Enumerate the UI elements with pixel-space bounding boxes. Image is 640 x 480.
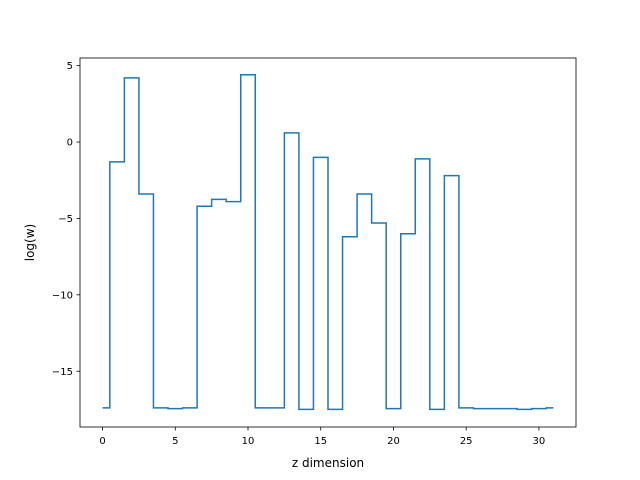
x-tick-label: 0: [99, 436, 105, 447]
x-tick-label: 5: [172, 436, 178, 447]
x-tick-label: 15: [314, 436, 327, 447]
series-line: [102, 74, 554, 411]
x-axis-label: z dimension: [292, 456, 364, 470]
x-tick-label: 25: [460, 436, 473, 447]
y-tick-label: 5: [67, 61, 73, 72]
x-tick-label: 20: [387, 436, 400, 447]
y-axis-label: log(w): [23, 224, 37, 261]
x-tick-label: 10: [242, 436, 255, 447]
y-tick-label: −15: [52, 367, 73, 378]
x-axis-ticks: 0 5 10 15 20 25 30: [99, 427, 545, 447]
y-tick-label: −10: [52, 290, 73, 301]
y-axis-ticks: 5 0 −5 −10 −15: [52, 61, 80, 378]
plot-area: [102, 74, 554, 411]
y-tick-label: 0: [67, 138, 73, 149]
x-tick-label: 30: [533, 436, 546, 447]
axes-frame: [79, 57, 577, 428]
y-tick-label: −5: [58, 214, 73, 225]
